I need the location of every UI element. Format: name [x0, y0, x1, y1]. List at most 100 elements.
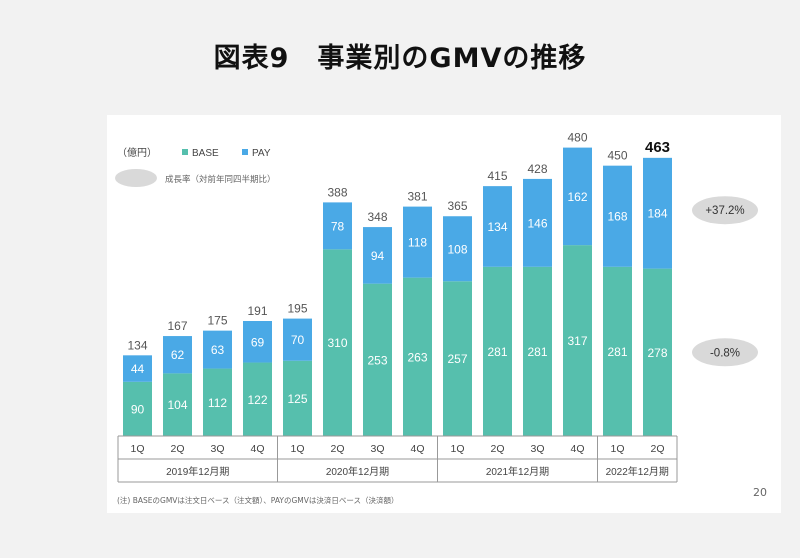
total-value-label: 463 — [645, 139, 670, 156]
base-value-label: 257 — [447, 352, 467, 366]
legend-pay-label: PAY — [252, 148, 271, 159]
unit-label: （億円） — [117, 146, 157, 159]
pay-value-label: 69 — [251, 335, 265, 349]
base-value-label: 310 — [327, 336, 347, 350]
bar-pay-13 — [603, 165, 632, 267]
pay-value-label: 63 — [211, 343, 225, 357]
base-value-label: 281 — [487, 345, 507, 359]
base-value-label: 263 — [407, 350, 427, 364]
x-tick-label: 3Q — [370, 443, 384, 455]
bar-base-2 — [163, 373, 192, 436]
total-value-label: 167 — [167, 319, 187, 333]
base-value-label: 278 — [647, 346, 667, 360]
chart-slide: （億円） BASE PAY 成長率（対前年同四半期比） 90 44 134 104 62 167 1… — [107, 115, 781, 513]
total-value-label: 175 — [207, 314, 227, 328]
total-value-label: 195 — [287, 302, 307, 316]
page-number: 20 — [753, 486, 767, 499]
x-tick-label: 4Q — [410, 443, 424, 455]
base-value-label: 125 — [287, 392, 307, 406]
growth-legend-label: 成長率（対前年同四半期比） — [165, 174, 276, 184]
group-label: 2020年12月期 — [326, 465, 389, 478]
bar-pay-3 — [203, 330, 232, 369]
growth-legend-badge — [115, 169, 157, 187]
bar-pay-9 — [443, 216, 472, 282]
bar-pay-8 — [403, 206, 432, 278]
bar-base-13 — [603, 266, 632, 436]
base-value-label: 253 — [367, 353, 387, 367]
base-value-label: 317 — [567, 334, 587, 348]
base-value-label: 281 — [607, 345, 627, 359]
bar-pay-6 — [323, 202, 352, 250]
bar-base-1 — [123, 381, 152, 436]
page-title: 図表9 事業別のGMVの推移 — [213, 43, 587, 74]
bar-pay-4 — [243, 321, 272, 363]
bar-pay-11 — [523, 178, 552, 267]
base-growth-label: -0.8% — [710, 347, 740, 359]
legend-base-swatch — [182, 149, 188, 155]
pay-value-label: 146 — [527, 216, 547, 230]
x-tick-label: 2Q — [650, 443, 664, 455]
total-value-label: 428 — [527, 162, 547, 176]
group-label: 2021年12月期 — [486, 465, 549, 478]
pay-value-label: 108 — [447, 242, 467, 256]
bar-base-8 — [403, 277, 432, 436]
total-value-label: 134 — [127, 338, 147, 352]
bar-base-9 — [443, 281, 472, 436]
total-value-label: 480 — [567, 131, 587, 145]
gmv-chart: （億円） BASE PAY 成長率（対前年同四半期比） 90 44 134 104 62 167 1… — [115, 131, 758, 483]
pay-growth-label: +37.2% — [705, 205, 744, 217]
bar-pay-14 — [643, 157, 672, 269]
pay-growth-badge — [692, 196, 758, 225]
bar-pay-12 — [563, 147, 592, 246]
base-growth-badge — [692, 338, 758, 367]
legend-pay-swatch — [242, 149, 248, 155]
x-tick-label: 2Q — [490, 443, 504, 455]
group-label: 2019年12月期 — [166, 465, 229, 478]
x-tick-label: 1Q — [130, 443, 144, 455]
bar-base-12 — [563, 245, 592, 436]
bar-base-10 — [483, 266, 512, 436]
x-tick-label: 3Q — [530, 443, 544, 455]
total-value-label: 191 — [247, 304, 267, 318]
pay-value-label: 118 — [408, 236, 427, 250]
total-value-label: 365 — [447, 199, 467, 213]
pay-value-label: 44 — [131, 362, 145, 376]
pay-value-label: 94 — [371, 249, 385, 263]
x-tick-label: 2Q — [330, 443, 344, 455]
pay-value-label: 78 — [331, 219, 345, 233]
pay-value-label: 162 — [567, 190, 587, 204]
x-tick-label: 4Q — [570, 443, 584, 455]
bar-pay-7 — [363, 227, 392, 284]
x-tick-label: 1Q — [610, 443, 624, 455]
bar-base-7 — [363, 283, 392, 436]
pay-value-label: 134 — [487, 220, 507, 234]
pay-value-label: 70 — [291, 333, 305, 347]
bar-pay-5 — [283, 318, 312, 361]
bar-pay-10 — [483, 186, 512, 267]
bar-base-11 — [523, 266, 552, 436]
total-value-label: 348 — [367, 210, 387, 224]
total-value-label: 415 — [487, 169, 507, 183]
bar-base-4 — [243, 362, 272, 436]
legend-base-label: BASE — [192, 148, 219, 159]
bar-base-6 — [323, 249, 352, 436]
x-tick-label: 1Q — [290, 443, 304, 455]
base-value-label: 90 — [131, 402, 145, 416]
group-label: 2022年12月期 — [606, 465, 669, 478]
total-value-label: 381 — [407, 190, 427, 204]
footnote: (注) BASEのGMVは注文日ベース（注文額）、PAYのGMVは決済日ベース（… — [117, 496, 399, 505]
pay-value-label: 184 — [647, 207, 667, 221]
total-value-label: 388 — [327, 185, 347, 199]
base-value-label: 122 — [247, 393, 267, 407]
pay-value-label: 168 — [607, 210, 627, 224]
x-tick-label: 3Q — [210, 443, 224, 455]
x-tick-label: 4Q — [250, 443, 264, 455]
base-value-label: 281 — [527, 345, 547, 359]
bar-pay-2 — [163, 336, 192, 374]
base-value-label: 112 — [208, 396, 227, 410]
x-tick-label: 1Q — [450, 443, 464, 455]
pay-value-label: 62 — [171, 348, 185, 362]
total-value-label: 450 — [607, 149, 627, 163]
base-value-label: 104 — [167, 398, 187, 412]
x-tick-label: 2Q — [170, 443, 184, 455]
